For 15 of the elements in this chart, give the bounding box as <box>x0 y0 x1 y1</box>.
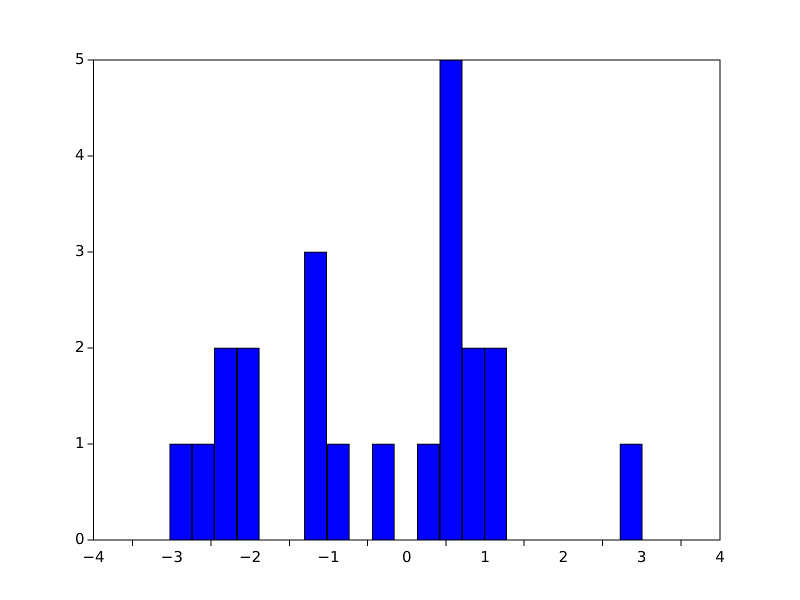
x-tick-label: −4 <box>82 548 105 566</box>
x-tick-label: 4 <box>715 548 725 566</box>
x-tick-label: 2 <box>558 548 568 566</box>
x-tick-label: 0 <box>402 548 412 566</box>
y-tick-label: 3 <box>74 242 85 260</box>
y-tick-label: 4 <box>74 146 85 164</box>
y-tick-label: 5 <box>74 50 85 68</box>
x-tick-label: −3 <box>160 548 183 566</box>
y-tick-label: 1 <box>74 434 85 452</box>
x-tick-label: 1 <box>480 548 490 566</box>
x-tick-label: −2 <box>239 548 262 566</box>
x-tick-label: 3 <box>636 548 646 566</box>
x-tick-label: −1 <box>317 548 340 566</box>
y-tick-label: 2 <box>74 338 85 356</box>
y-tick-label: 0 <box>74 530 85 548</box>
